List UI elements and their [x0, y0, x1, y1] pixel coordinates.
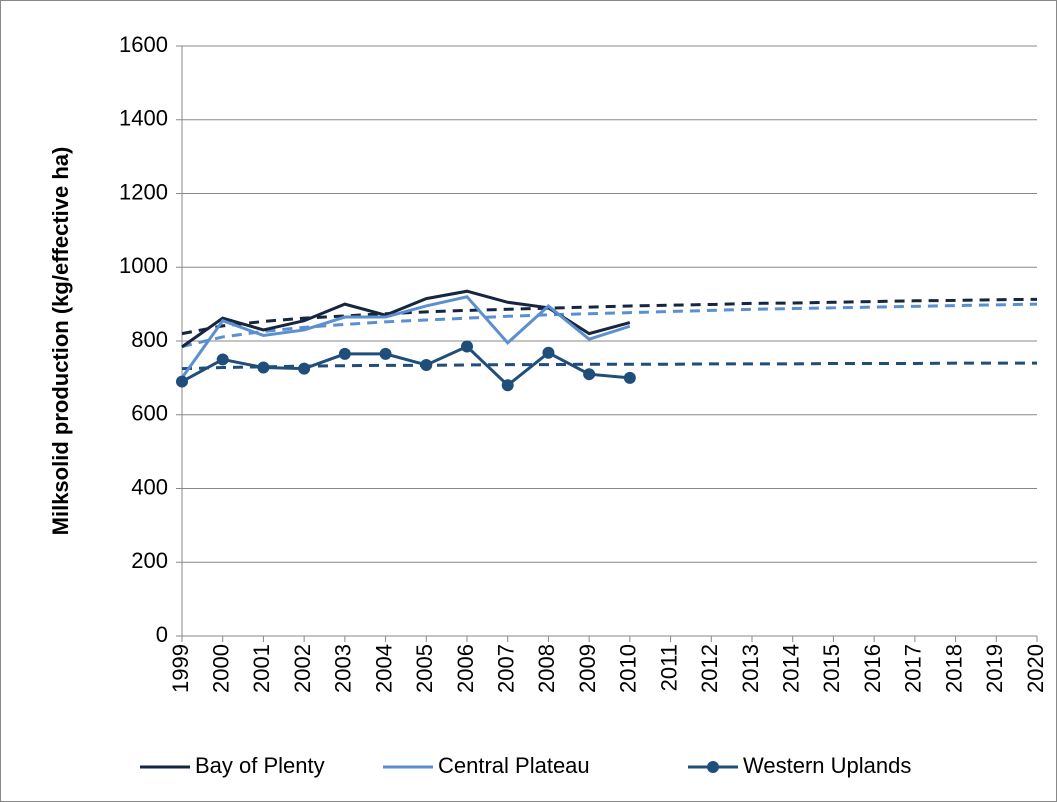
y-tick-label: 600: [131, 401, 168, 426]
x-tick-label: 2010: [616, 644, 641, 693]
x-tick-label: 2013: [738, 644, 763, 693]
marker: [379, 347, 392, 360]
x-tick-label: 2011: [656, 644, 681, 691]
x-tick-label: 2014: [779, 644, 804, 693]
x-tick-label: 2017: [901, 644, 926, 693]
x-tick-label: 2012: [697, 644, 722, 693]
marker: [583, 368, 596, 381]
legend-label: Central Plateau: [438, 753, 590, 778]
x-tick-label: 2001: [249, 644, 274, 693]
legend-label: Western Uplands: [743, 753, 911, 778]
x-tick-label: 2004: [371, 644, 396, 693]
y-tick-label: 1000: [119, 253, 168, 278]
trend-line: [181, 302, 1038, 348]
y-tick-label: 200: [131, 548, 168, 573]
series-line: [181, 344, 630, 388]
y-tick-label: 800: [131, 327, 168, 352]
x-tick-label: 2020: [1023, 644, 1048, 693]
x-tick-label: 2005: [412, 644, 437, 693]
series-line: [180, 295, 631, 379]
marker: [420, 358, 433, 371]
x-tick-label: 2006: [453, 644, 478, 693]
y-tick-label: 1600: [119, 32, 168, 57]
y-tick-label: 400: [131, 474, 168, 499]
x-tick-label: 2019: [982, 644, 1007, 693]
trend-line: [181, 297, 1038, 336]
marker: [623, 371, 636, 384]
x-tick-label: 2018: [941, 644, 966, 693]
marker: [298, 362, 311, 375]
marker: [257, 361, 270, 374]
y-tick-label: 1200: [119, 179, 168, 204]
x-tick-label: 2008: [534, 644, 559, 693]
x-tick-label: 2007: [494, 644, 519, 693]
legend-marker: [707, 761, 719, 773]
legend-label: Bay of Plenty: [195, 753, 325, 778]
y-tick-label: 1400: [119, 106, 168, 131]
trend-line: [181, 361, 1037, 371]
marker: [216, 353, 229, 366]
x-tick-label: 2015: [819, 644, 844, 693]
x-tick-label: 2002: [290, 644, 315, 693]
x-tick-label: 2009: [575, 644, 600, 693]
x-tick-label: 1999: [168, 644, 193, 693]
x-tick-label: 2016: [860, 644, 885, 693]
marker: [501, 379, 514, 392]
y-axis-label: Milksolid production (kg/effective ha): [48, 147, 73, 536]
marker: [176, 375, 188, 388]
x-tick-label: 2003: [331, 644, 356, 693]
marker: [338, 347, 351, 360]
marker: [461, 340, 473, 353]
marker: [542, 346, 555, 359]
y-tick-label: 0: [156, 622, 168, 647]
x-tick-label: 2000: [209, 644, 234, 693]
